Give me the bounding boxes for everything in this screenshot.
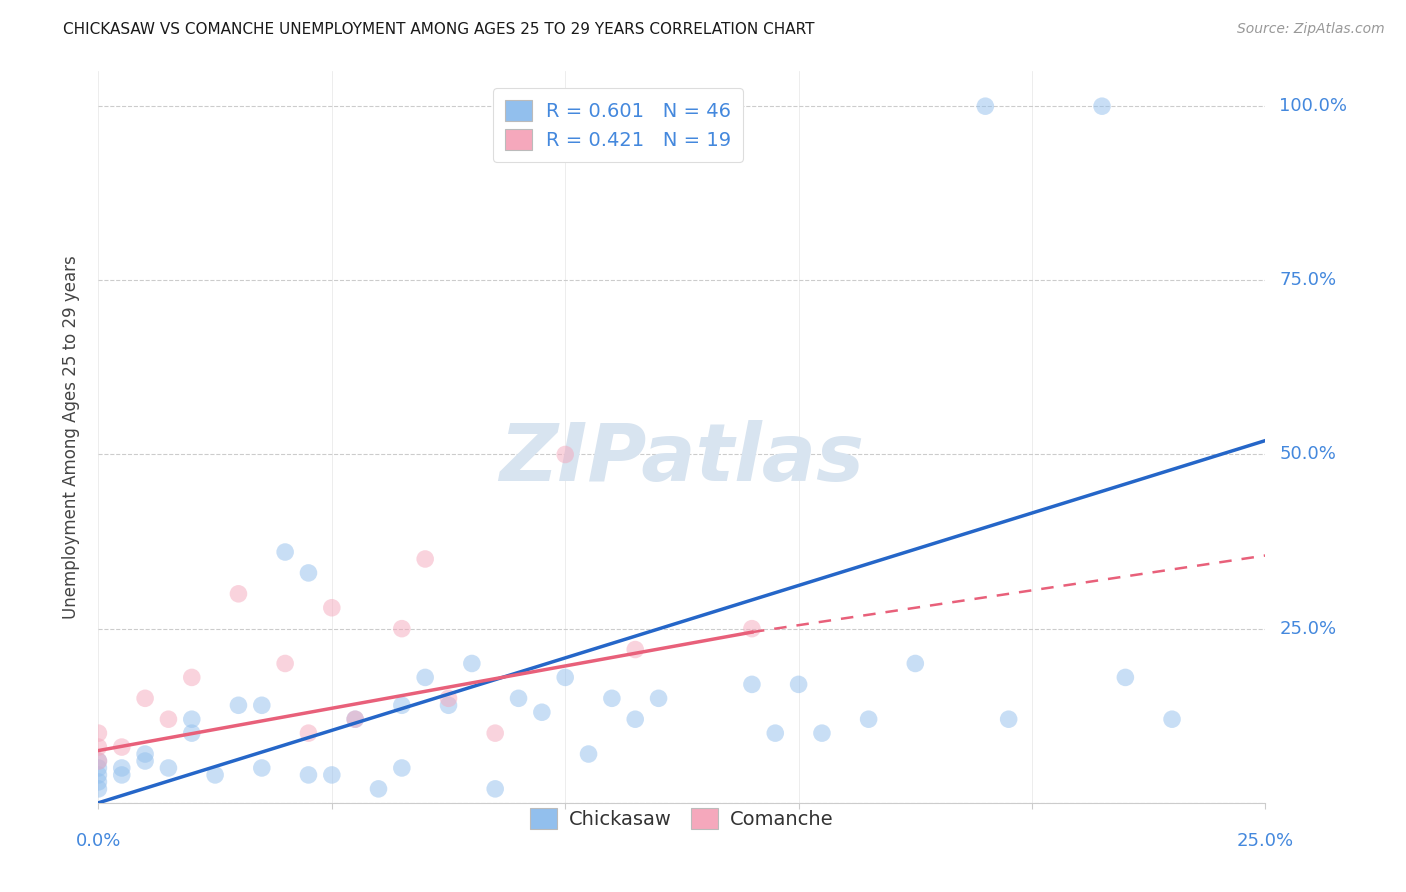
Point	[321, 600, 343, 615]
Point	[111, 761, 134, 775]
Point	[974, 99, 997, 113]
Point	[111, 768, 134, 782]
Text: 25.0%: 25.0%	[1279, 620, 1337, 638]
Y-axis label: Unemployment Among Ages 25 to 29 years: Unemployment Among Ages 25 to 29 years	[62, 255, 80, 619]
Point	[647, 691, 669, 706]
Point	[228, 587, 250, 601]
Point	[624, 642, 647, 657]
Point	[741, 677, 763, 691]
Point	[787, 677, 810, 691]
Text: CHICKASAW VS COMANCHE UNEMPLOYMENT AMONG AGES 25 TO 29 YEARS CORRELATION CHART: CHICKASAW VS COMANCHE UNEMPLOYMENT AMONG…	[63, 22, 814, 37]
Point	[157, 712, 180, 726]
Point	[1114, 670, 1136, 684]
Point	[180, 726, 202, 740]
Point	[274, 657, 297, 671]
Legend: Chickasaw, Comanche: Chickasaw, Comanche	[522, 800, 842, 837]
Point	[530, 705, 553, 719]
Point	[763, 726, 786, 740]
Text: ZIPatlas: ZIPatlas	[499, 420, 865, 498]
Point	[437, 698, 460, 713]
Point	[87, 775, 110, 789]
Point	[437, 691, 460, 706]
Point	[741, 622, 763, 636]
Text: 75.0%: 75.0%	[1279, 271, 1337, 289]
Point	[297, 566, 319, 580]
Point	[811, 726, 834, 740]
Point	[461, 657, 484, 671]
Point	[250, 761, 273, 775]
Point	[554, 448, 576, 462]
Point	[858, 712, 880, 726]
Point	[134, 691, 156, 706]
Point	[1161, 712, 1184, 726]
Point	[157, 761, 180, 775]
Point	[134, 747, 156, 761]
Point	[554, 670, 576, 684]
Point	[87, 768, 110, 782]
Point	[297, 726, 319, 740]
Point	[391, 698, 413, 713]
Point	[484, 726, 506, 740]
Point	[344, 712, 367, 726]
Point	[413, 552, 436, 566]
Point	[600, 691, 623, 706]
Point	[87, 740, 110, 755]
Text: 50.0%: 50.0%	[1279, 445, 1336, 464]
Point	[367, 781, 389, 796]
Point	[391, 622, 413, 636]
Point	[997, 712, 1019, 726]
Point	[344, 712, 367, 726]
Point	[484, 781, 506, 796]
Text: Source: ZipAtlas.com: Source: ZipAtlas.com	[1237, 22, 1385, 37]
Text: 100.0%: 100.0%	[1279, 97, 1347, 115]
Point	[111, 740, 134, 755]
Point	[204, 768, 226, 782]
Point	[624, 712, 647, 726]
Point	[87, 781, 110, 796]
Point	[134, 754, 156, 768]
Point	[250, 698, 273, 713]
Point	[87, 754, 110, 768]
Point	[87, 754, 110, 768]
Point	[87, 726, 110, 740]
Point	[228, 698, 250, 713]
Point	[413, 670, 436, 684]
Text: 0.0%: 0.0%	[76, 832, 121, 850]
Point	[297, 768, 319, 782]
Point	[1091, 99, 1114, 113]
Point	[180, 670, 202, 684]
Point	[180, 712, 202, 726]
Point	[904, 657, 927, 671]
Point	[321, 768, 343, 782]
Point	[508, 691, 530, 706]
Point	[391, 761, 413, 775]
Point	[87, 761, 110, 775]
Point	[274, 545, 297, 559]
Text: 25.0%: 25.0%	[1237, 832, 1294, 850]
Point	[578, 747, 600, 761]
